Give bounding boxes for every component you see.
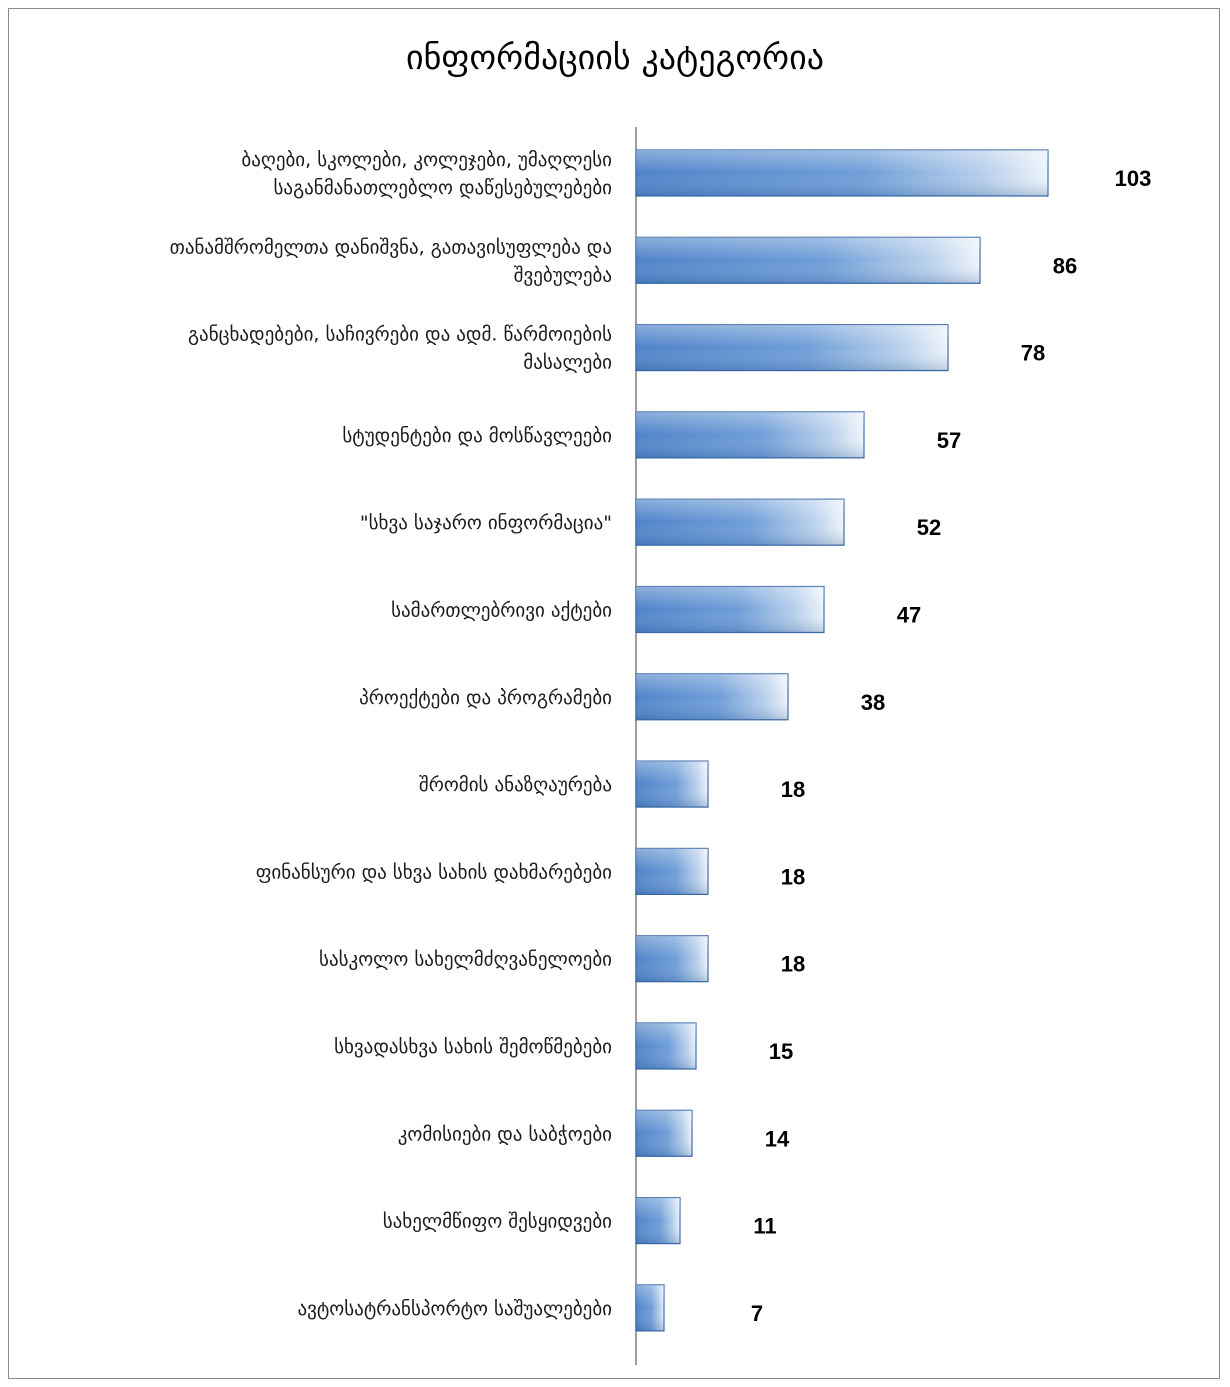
category-label: საგანმანათლებლო დაწესებულებები xyxy=(274,177,613,199)
value-label: 52 xyxy=(917,515,941,540)
category-label: თანამშრომელთა დანიშვნა, გათავისუფლება და xyxy=(170,236,612,258)
bar-group: 18 სასკოლო სახელმძღვანელოები xyxy=(319,935,805,983)
bar-group: 103 ბაღები, სკოლები, კოლეჯები, უმაღლესი სა… xyxy=(241,149,1151,199)
value-label: 57 xyxy=(937,428,961,453)
category-label: განცხადებები, საჩივრები და ადმ. წარმოიებ… xyxy=(188,324,612,346)
bar-shading xyxy=(636,150,1048,196)
category-label: შრომის ანაზღაურება xyxy=(419,774,612,796)
bar-shading xyxy=(636,1284,664,1331)
value-label: 86 xyxy=(1053,253,1077,278)
category-label: სტუდენტები და მოსწავლეები xyxy=(342,425,612,447)
value-label: 15 xyxy=(769,1039,793,1064)
bar-shading xyxy=(636,935,708,982)
value-label: 38 xyxy=(861,690,885,715)
category-label: სახელმწიფო შესყიდვები xyxy=(383,1211,612,1233)
category-label: ავტოსატრანსპორტო საშუალებები xyxy=(297,1298,612,1320)
bar-group: 78 განცხადებები, საჩივრები და ადმ. წარმოი… xyxy=(188,324,1045,374)
category-label: კომისიები და საბჭოები xyxy=(398,1123,612,1145)
bar-group: 52 "სხვა საჯარო ინფორმაცია" xyxy=(360,498,941,546)
chart-frame xyxy=(8,8,1220,1379)
category-label: ბაღები, სკოლები, კოლეჯები, უმაღლესი xyxy=(241,149,612,171)
category-label: ფინანსური და სხვა სახის დახმარებები xyxy=(256,861,612,883)
value-label: 11 xyxy=(753,1214,776,1239)
bar-shading xyxy=(636,1197,680,1244)
value-label: 78 xyxy=(1021,341,1045,366)
category-label: სასკოლო სახელმძღვანელოები xyxy=(319,949,612,971)
bar-group: 18 ფინანსური და სხვა სახის დახმარებები xyxy=(256,847,805,896)
value-label: 14 xyxy=(765,1126,790,1151)
value-label: 47 xyxy=(897,603,921,628)
bar-shading xyxy=(636,1110,692,1157)
value-label: 7 xyxy=(751,1301,763,1326)
bar-group: 38 პროექტები და პროგრამები xyxy=(359,673,885,721)
bar-group: 14 კომისიები და საბჭოები xyxy=(398,1109,790,1157)
bar-shading xyxy=(636,499,844,546)
bar-group: 57 სტუდენტები და მოსწავლეები xyxy=(342,411,961,459)
chart-title: ინფორმაციის კატეგორია xyxy=(406,38,824,78)
bar-group: 18 შრომის ანაზღაურება xyxy=(419,760,805,808)
category-label: მასალები xyxy=(523,352,612,374)
bar-shading xyxy=(636,761,708,808)
bar-shading xyxy=(636,1023,696,1069)
category-label: სამართლებრივი აქტები xyxy=(391,600,612,622)
category-label: პროექტები და პროგრამები xyxy=(359,687,612,709)
category-label: სხვადასხვა სახის შემოწმებები xyxy=(334,1036,612,1058)
bar-shading xyxy=(636,237,980,284)
value-label: 18 xyxy=(781,864,805,889)
bar-shading xyxy=(636,673,788,720)
bar-shading xyxy=(636,848,708,895)
bar-group: 11 სახელმწიფო შესყიდვები xyxy=(383,1196,777,1245)
bar-shading xyxy=(636,411,864,458)
bar-group: 86 თანამშრომელთა დანიშვნა, გათავისუფლება … xyxy=(170,236,1078,286)
value-label: 18 xyxy=(781,777,805,802)
bar-group: 15 სხვადასხვა სახის შემოწმებები xyxy=(334,1022,793,1070)
value-label: 103 xyxy=(1115,166,1152,191)
category-label: შვებულება xyxy=(514,264,612,286)
category-label: "სხვა საჯარო ინფორმაცია" xyxy=(360,512,612,534)
value-label: 18 xyxy=(781,952,805,977)
bar-group: 7 ავტოსატრანსპორტო საშუალებები xyxy=(297,1284,763,1332)
bar-group: 47 სამართლებრივი აქტები xyxy=(391,585,921,634)
bar-shading xyxy=(636,324,948,371)
bar-shading xyxy=(636,586,824,633)
